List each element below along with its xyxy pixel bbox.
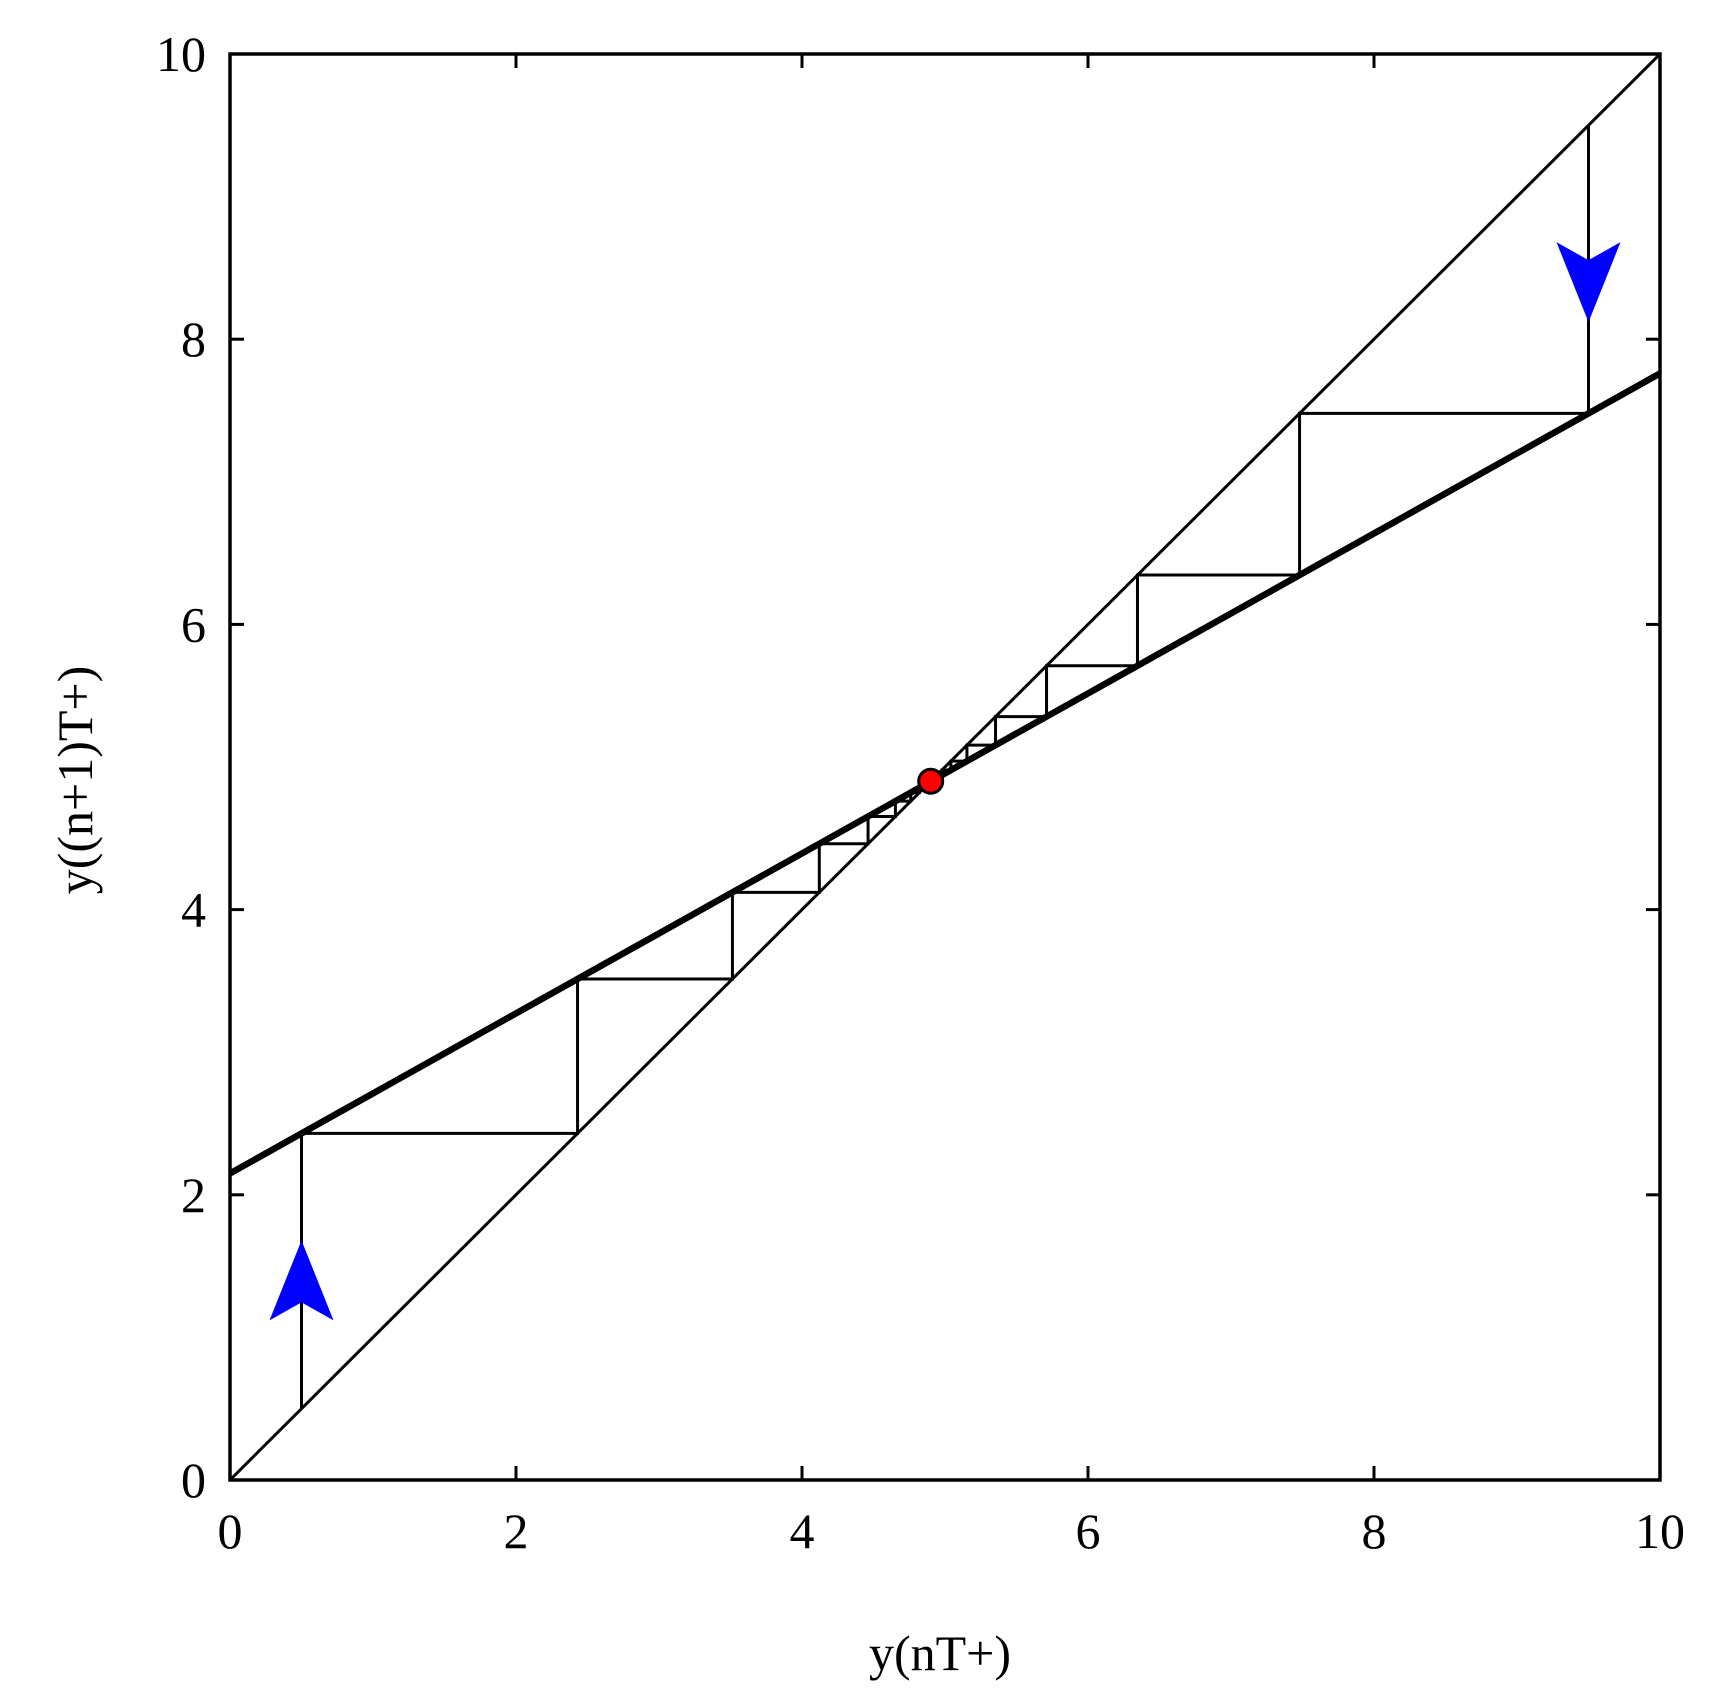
axis-ticks: 0 2 4 6 8 10 0 2 4 6 8 10 xyxy=(156,26,1685,1559)
x-tick-label: 8 xyxy=(1362,1503,1387,1559)
y-tick-label: 4 xyxy=(181,882,206,938)
fixed-point-marker xyxy=(917,767,945,795)
y-tick-label: 6 xyxy=(181,596,206,652)
map-line xyxy=(228,370,1662,1177)
plot-frame xyxy=(228,52,1662,1482)
y-axis-label: y((n+1)T+) xyxy=(47,666,103,895)
plot-area xyxy=(228,52,1662,1482)
x-tick-label: 6 xyxy=(1076,1503,1101,1559)
y-tick-label: 8 xyxy=(181,311,206,367)
x-tick-label: 0 xyxy=(218,1503,243,1559)
y-tick-label: 2 xyxy=(181,1167,206,1223)
direction-arrow-up xyxy=(269,1240,334,1321)
y-tick-label: 0 xyxy=(181,1452,206,1508)
x-tick-label: 2 xyxy=(504,1503,529,1559)
direction-arrow-down xyxy=(1556,242,1621,323)
x-tick-label: 4 xyxy=(790,1503,815,1559)
x-tick-label: 10 xyxy=(1635,1503,1685,1559)
y-tick-label: 10 xyxy=(156,26,206,82)
identity-line xyxy=(228,52,1662,1482)
x-axis-label: y(nT+) xyxy=(869,1625,1011,1681)
